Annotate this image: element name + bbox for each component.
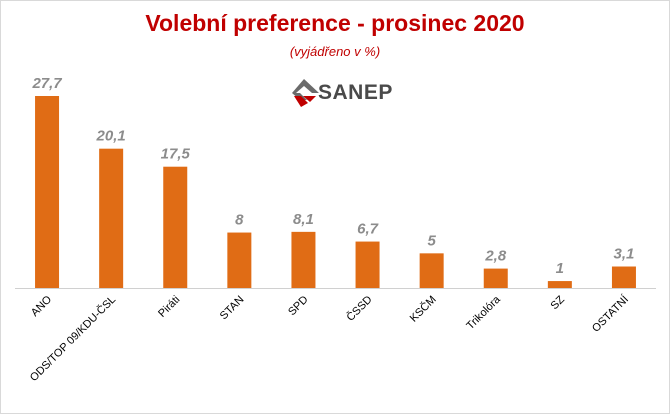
- category-label: KSČM: [407, 293, 439, 325]
- category-label: Trikolóra: [464, 293, 503, 332]
- value-label: 20,1: [96, 128, 126, 145]
- value-label: 1: [556, 260, 564, 277]
- sanep-logo: SANEP: [288, 78, 392, 108]
- value-label: 8,1: [293, 211, 314, 228]
- value-label: 8: [235, 212, 244, 229]
- value-label: 3,1: [614, 246, 635, 263]
- sanep-logo-icon: [292, 79, 319, 107]
- category-label: Piráti: [156, 294, 182, 320]
- value-label: 5: [427, 232, 436, 249]
- bar-1: [99, 148, 124, 288]
- category-label: ČSSD: [344, 293, 375, 324]
- chart-subtitle: (vyjádřeno v %): [289, 44, 381, 59]
- bar-9: [611, 266, 636, 288]
- value-label: 17,5: [161, 146, 191, 163]
- bar-4: [291, 231, 316, 288]
- bar-8: [547, 281, 572, 288]
- bar-3: [227, 232, 252, 288]
- category-label: SZ: [549, 293, 568, 312]
- bar-5: [355, 241, 380, 288]
- category-label: OSTATNÍ: [589, 292, 631, 334]
- logo-text: SANEP: [318, 81, 393, 104]
- value-label: 2,8: [484, 248, 507, 265]
- bar-7: [483, 268, 508, 288]
- value-label: 27,7: [31, 75, 62, 92]
- category-label: ANO: [29, 293, 55, 319]
- bar-6: [419, 253, 444, 288]
- value-label: 6,7: [357, 221, 379, 238]
- bar-0: [35, 96, 60, 288]
- category-label: SPD: [286, 294, 311, 319]
- bar-2: [163, 166, 188, 288]
- chart-title: Volební preference - prosinec 2020: [145, 10, 525, 36]
- category-label: STAN: [218, 294, 247, 323]
